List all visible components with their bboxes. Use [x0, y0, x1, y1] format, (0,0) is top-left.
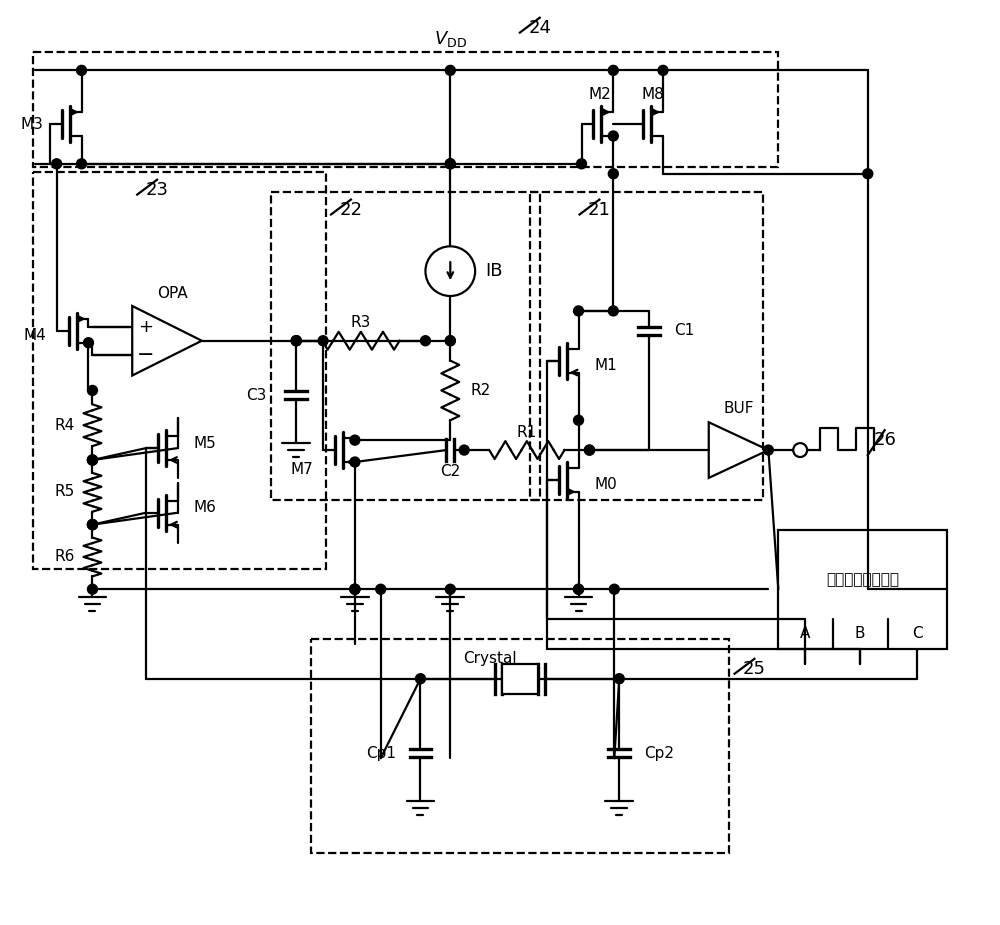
Circle shape	[608, 168, 618, 179]
Text: IB: IB	[485, 262, 503, 280]
Bar	[778, 530, 947, 648]
Circle shape	[445, 159, 455, 168]
Text: M0: M0	[594, 477, 617, 492]
Text: 22: 22	[339, 201, 362, 218]
Text: $V_{\mathrm{DD}}$: $V_{\mathrm{DD}}$	[434, 29, 467, 48]
Text: M6: M6	[194, 500, 217, 515]
Circle shape	[87, 520, 97, 530]
Circle shape	[87, 386, 97, 395]
Bar	[271, 191, 540, 500]
Circle shape	[608, 131, 618, 141]
Circle shape	[608, 306, 618, 315]
Circle shape	[87, 520, 97, 530]
Circle shape	[350, 435, 360, 445]
Text: C2: C2	[440, 464, 460, 479]
Circle shape	[658, 66, 668, 75]
Bar	[530, 191, 763, 500]
Circle shape	[584, 445, 594, 455]
Circle shape	[87, 455, 97, 465]
Circle shape	[318, 336, 328, 346]
Text: A: A	[800, 626, 810, 641]
Text: M3: M3	[21, 117, 44, 131]
Text: C1: C1	[674, 324, 694, 339]
Text: M7: M7	[290, 462, 313, 477]
Text: Cp2: Cp2	[644, 746, 674, 760]
Text: M5: M5	[194, 436, 217, 450]
Text: R1: R1	[517, 425, 537, 439]
Circle shape	[445, 336, 455, 346]
Text: M8: M8	[642, 87, 664, 102]
Circle shape	[350, 585, 360, 594]
Text: B: B	[855, 626, 865, 641]
Text: 26: 26	[873, 431, 896, 450]
Circle shape	[350, 457, 360, 467]
Circle shape	[87, 455, 97, 465]
Circle shape	[291, 336, 301, 346]
Text: C: C	[912, 626, 923, 641]
Text: R3: R3	[351, 315, 371, 330]
Text: R2: R2	[470, 383, 490, 398]
Text: R6: R6	[54, 549, 75, 564]
Circle shape	[459, 445, 469, 455]
Text: 23: 23	[146, 180, 169, 199]
Circle shape	[350, 585, 360, 594]
Circle shape	[87, 585, 97, 594]
Circle shape	[614, 673, 624, 684]
Text: Crystal: Crystal	[463, 651, 517, 666]
Circle shape	[445, 336, 455, 346]
Circle shape	[584, 445, 594, 455]
Circle shape	[574, 585, 583, 594]
Text: 25: 25	[743, 660, 766, 678]
Circle shape	[574, 585, 583, 594]
Circle shape	[608, 66, 618, 75]
Text: R4: R4	[54, 418, 75, 433]
Text: OPA: OPA	[157, 286, 187, 301]
Circle shape	[416, 673, 425, 684]
Circle shape	[445, 159, 455, 168]
Circle shape	[445, 66, 455, 75]
Circle shape	[763, 445, 773, 455]
Circle shape	[609, 585, 619, 594]
Text: Cp1: Cp1	[366, 746, 396, 760]
Bar	[33, 53, 778, 166]
Circle shape	[291, 336, 301, 346]
Circle shape	[77, 159, 86, 168]
Text: −: −	[136, 345, 154, 364]
Bar	[33, 172, 326, 570]
Circle shape	[863, 168, 873, 179]
Bar	[311, 639, 729, 853]
Text: 24: 24	[528, 18, 551, 37]
Circle shape	[77, 66, 86, 75]
Text: C3: C3	[246, 388, 266, 403]
Text: M1: M1	[594, 358, 617, 373]
Circle shape	[350, 585, 360, 594]
Circle shape	[574, 415, 583, 426]
Circle shape	[376, 585, 386, 594]
Circle shape	[87, 455, 97, 465]
Circle shape	[577, 159, 586, 168]
Text: 数字逻辑控制电路: 数字逻辑控制电路	[826, 572, 899, 586]
Circle shape	[574, 306, 583, 315]
Circle shape	[445, 585, 455, 594]
Circle shape	[52, 159, 62, 168]
Text: M4: M4	[24, 328, 47, 343]
Bar	[502, 664, 538, 694]
Text: 21: 21	[588, 201, 611, 218]
Circle shape	[84, 338, 93, 348]
Text: R5: R5	[54, 485, 75, 500]
Circle shape	[420, 336, 430, 346]
Text: M2: M2	[588, 87, 611, 102]
Text: +: +	[138, 318, 153, 336]
Circle shape	[87, 520, 97, 530]
Circle shape	[291, 336, 301, 346]
Text: BUF: BUF	[723, 401, 754, 416]
